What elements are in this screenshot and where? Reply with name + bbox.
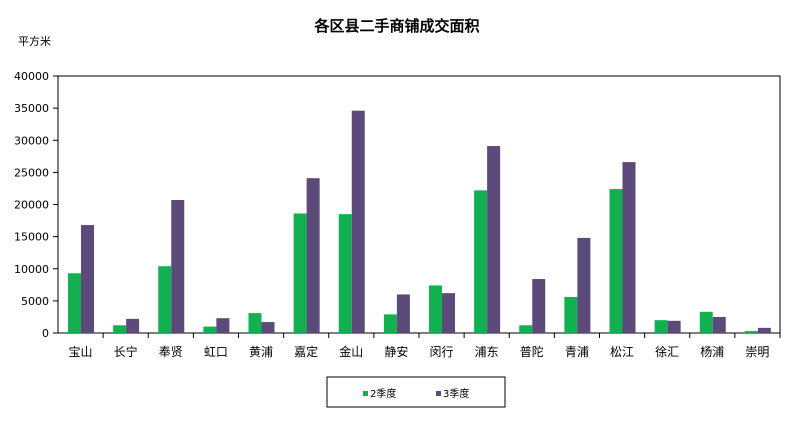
bar-3q — [396, 294, 410, 333]
y-tick-label: 25000 — [14, 166, 49, 179]
bar-2q — [383, 314, 397, 333]
bar-3q — [306, 178, 320, 333]
bar-3q — [216, 318, 230, 333]
x-tick-label: 闵行 — [430, 344, 454, 359]
bar-2q — [699, 311, 713, 333]
bar-3q — [577, 237, 591, 333]
x-tick-label: 黄浦 — [249, 345, 273, 359]
y-tick-label: 0 — [42, 327, 49, 340]
bar-2q — [519, 325, 533, 333]
legend-swatch-3q — [436, 391, 441, 396]
x-tick-label: 徐汇 — [655, 344, 679, 359]
bar-3q — [532, 279, 546, 333]
bar-2q — [248, 313, 262, 333]
x-tick-label: 浦东 — [475, 345, 499, 359]
x-tick-label: 嘉定 — [294, 344, 318, 359]
bar-2q — [429, 285, 442, 333]
bar-2q — [744, 331, 758, 333]
x-tick-label: 奉贤 — [159, 345, 183, 359]
bar-2q — [158, 266, 172, 333]
bar-3q — [171, 200, 185, 333]
x-tick-label: 长宁 — [114, 344, 138, 359]
bar-3q — [667, 320, 681, 333]
y-tick-label: 40000 — [14, 70, 49, 83]
x-tick-label: 青浦 — [565, 345, 589, 359]
legend-label-3q: 3季度 — [443, 387, 469, 400]
bar-2q — [654, 320, 668, 333]
bar-2q — [203, 326, 217, 333]
bar-2q — [68, 273, 81, 333]
bar-3q — [757, 327, 771, 333]
bar-2q — [474, 190, 488, 333]
y-tick-label: 35000 — [14, 102, 49, 115]
bar-3q — [622, 162, 636, 333]
bar-3q — [712, 316, 726, 333]
x-tick-label: 普陀 — [520, 344, 544, 359]
bar-2q — [564, 297, 578, 333]
legend-label-2q: 2季度 — [370, 387, 396, 400]
bar-3q — [81, 225, 94, 333]
legend-swatch-2q — [363, 391, 368, 396]
bar-3q — [261, 322, 275, 333]
chart-title: 各区县二手商铺成交面积 — [313, 17, 479, 35]
x-tick-label: 宝山 — [69, 345, 93, 359]
y-axis-unit: 平方米 — [18, 34, 51, 48]
bar-2q — [338, 214, 352, 333]
x-tick-label: 松江 — [610, 345, 634, 359]
x-tick-label: 崇明 — [745, 345, 769, 359]
legend: 2季度 3季度 — [326, 376, 506, 408]
bar-3q — [126, 318, 140, 333]
x-tick-label: 杨浦 — [700, 344, 724, 359]
bar-3q — [351, 110, 365, 333]
bar-3q — [442, 293, 455, 333]
legend-box — [326, 376, 506, 408]
y-axis: 0 5000 10000 15000 20000 25000 30000 35000 40000 — [14, 70, 58, 340]
bars — [68, 110, 771, 333]
bar-3q — [487, 146, 501, 333]
y-tick-label: 20000 — [14, 199, 49, 212]
y-tick-label: 15000 — [14, 231, 49, 244]
x-tick-label: 金山 — [339, 344, 363, 359]
x-axis-labels: 宝山 长宁 奉贤 虹口 黄浦 嘉定 金山 静安 闵行 浦东 普陀 青浦 松江 徐汇 杨浦 崇明 — [69, 333, 781, 359]
x-tick-label: 静安 — [384, 344, 408, 359]
y-tick-label: 10000 — [14, 263, 49, 276]
y-tick-label: 30000 — [14, 134, 49, 147]
y-tick-label: 5000 — [21, 295, 49, 308]
bar-2q — [113, 325, 127, 333]
x-tick-label: 虹口 — [204, 345, 228, 359]
bar-2q — [609, 189, 623, 333]
bar-2q — [293, 213, 307, 333]
